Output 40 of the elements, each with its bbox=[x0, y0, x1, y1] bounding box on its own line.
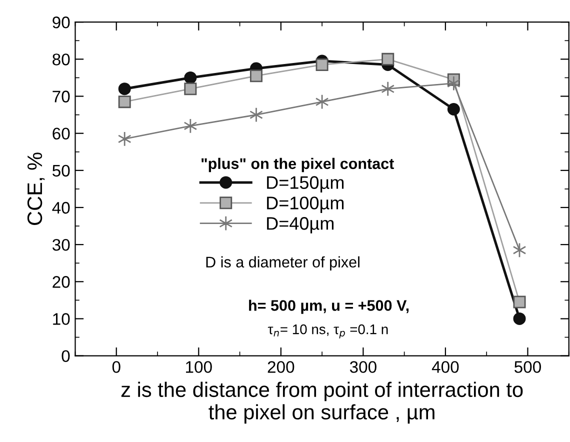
annotation: D is a diameter of pixel bbox=[206, 256, 360, 271]
point bbox=[250, 107, 263, 122]
annotation: τ$_{n}$= 10 ns, τ$_{p}$ =0.1 n bbox=[268, 324, 388, 338]
x-tick-label: 300 bbox=[350, 361, 376, 373]
point bbox=[184, 118, 198, 134]
x-axis-title: z is the distance from point of interraction to the pixel on surface , µm bbox=[121, 382, 523, 424]
point bbox=[316, 58, 328, 71]
point bbox=[250, 70, 262, 82]
y-tick-label: 60 bbox=[52, 128, 70, 140]
y-tick-label: 10 bbox=[53, 313, 70, 325]
legend-label: D=150µm bbox=[267, 176, 344, 193]
x-tick-label: 400 bbox=[432, 361, 459, 373]
y-tick-label: 20 bbox=[52, 276, 70, 288]
point bbox=[447, 102, 460, 116]
legend-title: "plus" on the pixel contact bbox=[202, 158, 394, 172]
x-tick-label: 0 bbox=[112, 361, 120, 373]
y-tick-label: 40 bbox=[52, 202, 70, 214]
point bbox=[513, 312, 526, 325]
y-axis-title: CCE, % bbox=[27, 152, 45, 225]
y-tick-label: 30 bbox=[52, 238, 70, 251]
y-tick-label: 0 bbox=[62, 350, 70, 362]
point bbox=[184, 82, 197, 96]
x-tick-label: 100 bbox=[186, 361, 212, 373]
point bbox=[382, 52, 394, 66]
point bbox=[513, 296, 526, 308]
annotation: h= 500 µm, u = +500 V, bbox=[249, 300, 409, 314]
point bbox=[184, 71, 197, 84]
point bbox=[118, 82, 131, 96]
point bbox=[118, 131, 132, 147]
x-tick-label: 500 bbox=[514, 361, 541, 373]
point bbox=[446, 76, 460, 91]
y-tick-label: 50 bbox=[52, 164, 70, 177]
legend-label: D=100µm bbox=[267, 196, 344, 213]
y-tick-label: 70 bbox=[52, 90, 70, 102]
y-tick-label: 80 bbox=[52, 54, 70, 66]
y-tick-label: 90 bbox=[52, 16, 70, 28]
point bbox=[381, 81, 395, 96]
legend-label: D=40µm bbox=[267, 217, 334, 234]
point bbox=[118, 96, 131, 108]
x-tick-label: 200 bbox=[268, 361, 294, 373]
